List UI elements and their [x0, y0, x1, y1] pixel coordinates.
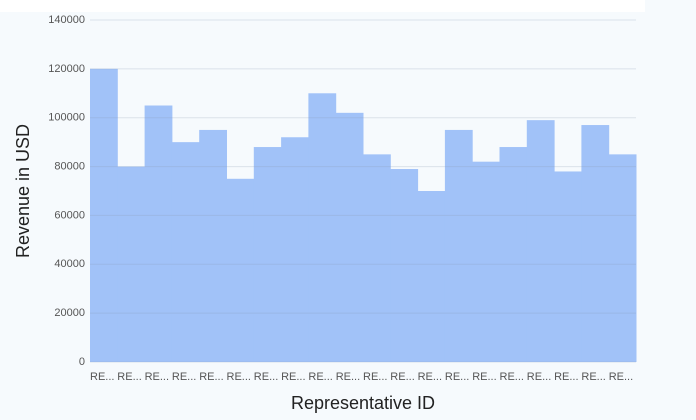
- x-tick-label: RE...: [527, 371, 551, 383]
- x-tick-label: RE...: [199, 371, 223, 383]
- x-tick-label: RE...: [363, 371, 387, 383]
- x-tick-label: RE...: [227, 371, 251, 383]
- bar: [499, 147, 528, 362]
- y-tick-label: 100000: [48, 112, 85, 124]
- x-tick-label: RE...: [254, 371, 278, 383]
- bar: [472, 161, 500, 362]
- top-strip: [0, 0, 645, 12]
- x-tick-label: RE...: [500, 371, 524, 383]
- y-tick-label: 140000: [48, 14, 85, 26]
- bar: [171, 142, 200, 362]
- bar: [226, 178, 255, 362]
- y-tick-label: 120000: [48, 63, 85, 75]
- y-axis-title: Revenue in USD: [13, 124, 33, 258]
- bar: [308, 93, 337, 363]
- bar: [608, 154, 637, 362]
- bar: [281, 137, 309, 362]
- bar: [526, 120, 555, 363]
- x-tick-label: RE...: [418, 371, 442, 383]
- bar: [335, 112, 364, 362]
- bar: [363, 154, 391, 362]
- x-tick-label: RE...: [308, 371, 332, 383]
- x-tick-label: RE...: [336, 371, 360, 383]
- y-tick-label: 80000: [54, 160, 85, 172]
- y-tick-label: 60000: [54, 209, 85, 221]
- x-tick-label: RE...: [554, 371, 578, 383]
- x-tick-label: RE...: [609, 371, 633, 383]
- x-tick-label: RE...: [281, 371, 305, 383]
- bar: [117, 166, 146, 362]
- x-tick-label: RE...: [117, 371, 141, 383]
- x-tick-label: RE...: [172, 371, 196, 383]
- bar: [554, 171, 582, 362]
- bar: [90, 68, 118, 362]
- x-tick-label: RE...: [581, 371, 605, 383]
- x-tick-label: RE...: [472, 371, 496, 383]
- bar: [253, 147, 282, 362]
- y-tick-label: 40000: [54, 258, 85, 270]
- x-tick-label: RE...: [445, 371, 469, 383]
- y-tick-label: 0: [79, 356, 85, 368]
- x-axis-title: Representative ID: [291, 393, 435, 413]
- bar: [444, 129, 473, 362]
- bar: [199, 129, 227, 362]
- y-tick-label: 20000: [54, 307, 85, 319]
- bar: [144, 105, 173, 362]
- bar: [390, 169, 419, 362]
- bar: [581, 125, 610, 363]
- bar: [417, 191, 446, 362]
- x-tick-label: RE...: [145, 371, 169, 383]
- x-tick-label: RE...: [390, 371, 414, 383]
- x-tick-label: RE...: [90, 371, 114, 383]
